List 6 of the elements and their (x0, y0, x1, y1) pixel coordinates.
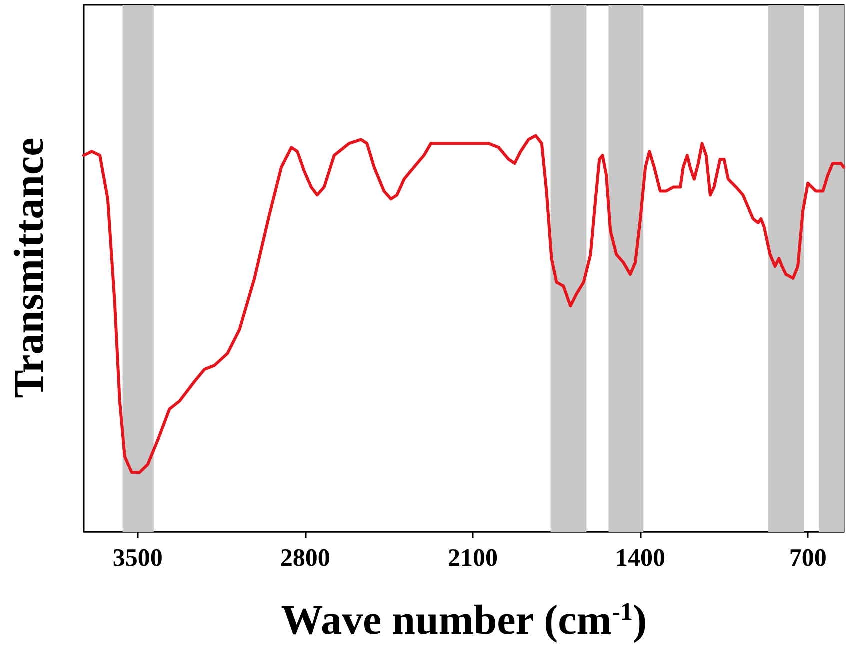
x-tick-label: 700 (789, 545, 827, 572)
y-axis-title: Transmittance (7, 138, 53, 398)
x-tick-label: 3500 (112, 545, 163, 572)
x-tick-label: 1400 (616, 545, 666, 572)
x-tick-label: 2100 (448, 545, 498, 572)
x-tick-label: 2800 (280, 545, 330, 572)
